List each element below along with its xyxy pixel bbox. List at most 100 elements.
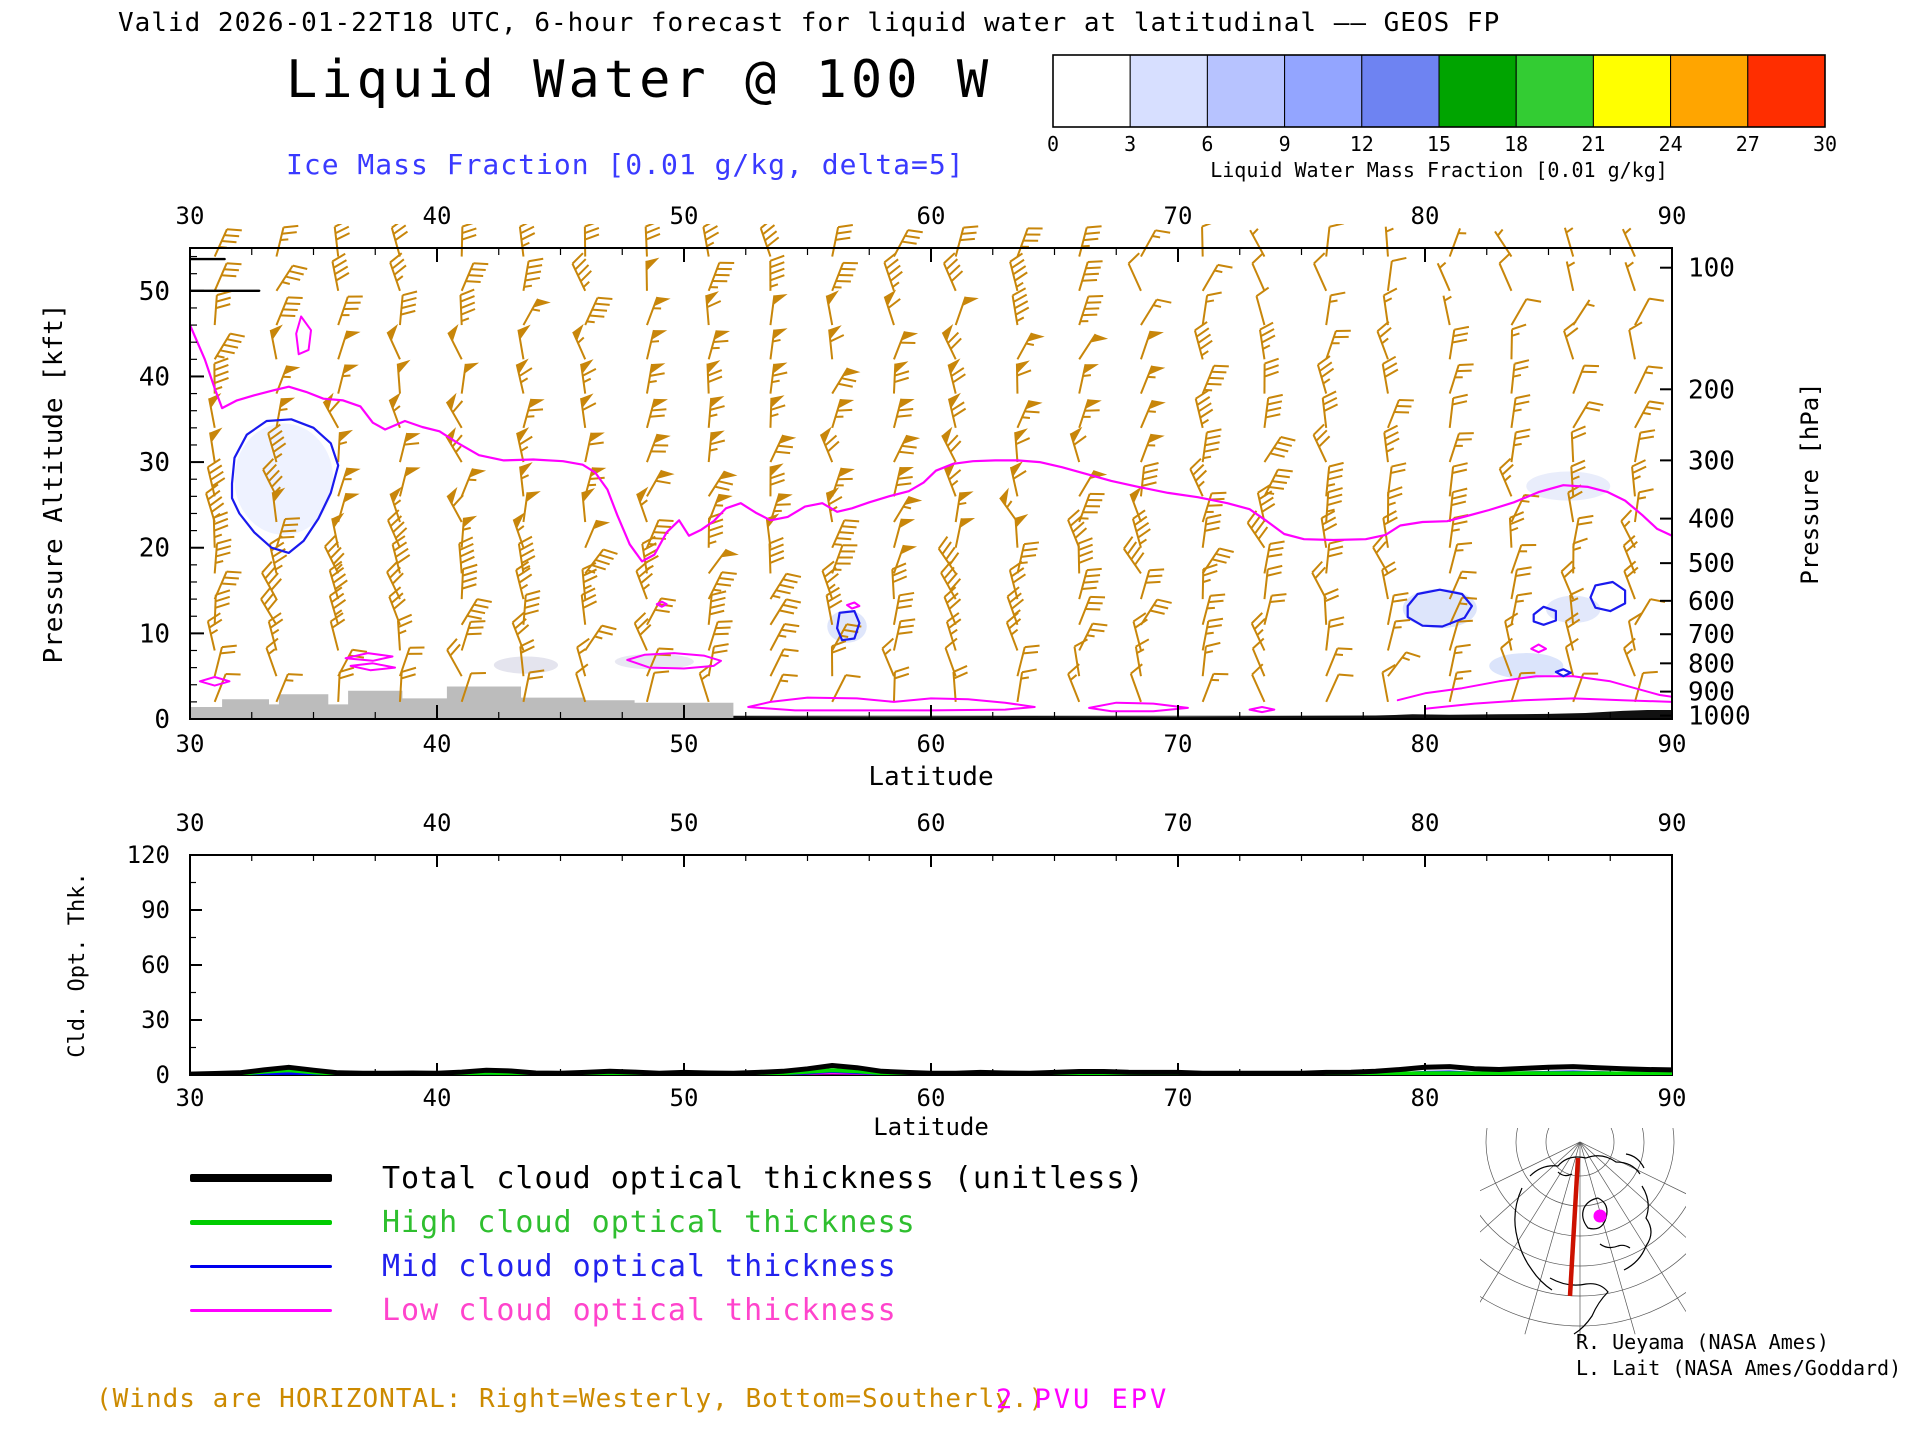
coastline xyxy=(1623,1185,1652,1271)
svg-text:30: 30 xyxy=(139,448,170,478)
svg-text:800: 800 xyxy=(1688,649,1735,679)
svg-text:60: 60 xyxy=(917,202,946,230)
svg-text:60: 60 xyxy=(917,730,946,758)
cloud-shading xyxy=(234,423,1611,679)
svg-text:9: 9 xyxy=(1279,132,1291,156)
coastline xyxy=(1549,1277,1609,1335)
svg-text:18: 18 xyxy=(1504,132,1528,156)
svg-text:30: 30 xyxy=(141,1006,170,1034)
legend: Total cloud optical thickness (unitless)… xyxy=(190,1156,1144,1332)
epv-contours xyxy=(190,315,1672,714)
svg-text:60: 60 xyxy=(917,1084,946,1112)
legend-item-total: Total cloud optical thickness (unitless) xyxy=(190,1156,1144,1200)
svg-text:6: 6 xyxy=(1201,132,1213,156)
svg-text:40: 40 xyxy=(423,730,452,758)
coastline xyxy=(1582,1197,1608,1230)
svg-text:0: 0 xyxy=(156,1061,170,1089)
svg-text:Latitude: Latitude xyxy=(873,1113,989,1141)
svg-text:70: 70 xyxy=(1164,809,1193,837)
svg-text:40: 40 xyxy=(423,1084,452,1112)
svg-text:Latitude: Latitude xyxy=(868,762,993,792)
svg-text:12: 12 xyxy=(1350,132,1374,156)
coastline xyxy=(1514,1187,1553,1291)
svg-text:30: 30 xyxy=(176,202,205,230)
svg-text:Cld. Opt. Thk.: Cld. Opt. Thk. xyxy=(65,872,90,1057)
svg-text:90: 90 xyxy=(1658,809,1687,837)
svg-text:90: 90 xyxy=(1658,1084,1687,1112)
svg-text:80: 80 xyxy=(1411,809,1440,837)
legend-item-high: High cloud optical thickness xyxy=(190,1200,1144,1244)
legend-swatch-total xyxy=(190,1174,332,1182)
svg-text:70: 70 xyxy=(1164,202,1193,230)
svg-text:0: 0 xyxy=(1047,132,1059,156)
svg-text:30: 30 xyxy=(176,730,205,758)
svg-text:50: 50 xyxy=(670,809,699,837)
wind-barbs xyxy=(205,224,1666,703)
svg-text:80: 80 xyxy=(1411,202,1440,230)
svg-text:21: 21 xyxy=(1581,132,1605,156)
svg-text:Liquid Water Mass Fraction [0.: Liquid Water Mass Fraction [0.01 g/kg] xyxy=(1210,158,1668,182)
svg-text:1000: 1000 xyxy=(1688,702,1751,732)
coastline xyxy=(1599,1243,1631,1249)
svg-text:500: 500 xyxy=(1688,549,1735,579)
svg-text:30: 30 xyxy=(176,809,205,837)
svg-text:24: 24 xyxy=(1659,132,1683,156)
credit-line-2: L. Lait (NASA Ames/Goddard) xyxy=(1576,1356,1902,1380)
valid-time-line: Valid 2026-01-22T18 UTC, 6-hour forecast… xyxy=(118,8,1501,38)
svg-text:20: 20 xyxy=(139,534,170,564)
cross-section-longitude-line xyxy=(1567,1157,1581,1297)
coastline xyxy=(1529,1155,1641,1177)
svg-text:60: 60 xyxy=(917,809,946,837)
svg-text:50: 50 xyxy=(670,730,699,758)
svg-text:100: 100 xyxy=(1688,254,1735,284)
optical-thickness-series xyxy=(190,1063,1672,1075)
svg-text:900: 900 xyxy=(1688,678,1735,708)
svg-text:15: 15 xyxy=(1427,132,1451,156)
locator-map xyxy=(1480,1128,1686,1340)
epv-note: 2 PVU EPV xyxy=(996,1384,1170,1415)
legend-label-high: High cloud optical thickness xyxy=(382,1204,916,1240)
ice-contours xyxy=(230,418,1627,678)
subtitle-ice-mass-fraction: Ice Mass Fraction [0.01 g/kg, delta=5] xyxy=(286,148,965,181)
svg-text:80: 80 xyxy=(1411,1084,1440,1112)
terrain xyxy=(190,686,1672,719)
colorbar: 0 3 6 9 12 15 18 21 24 27 30 Liquid Water Mass Frac… xyxy=(1047,54,1837,182)
page-title: Liquid Water @ 100 W xyxy=(286,50,993,110)
svg-text:80: 80 xyxy=(1411,730,1440,758)
legend-item-low: Low cloud optical thickness xyxy=(190,1288,1144,1332)
svg-text:50: 50 xyxy=(670,202,699,230)
svg-text:90: 90 xyxy=(141,896,170,924)
svg-text:Pressure Altitude [kft]: Pressure Altitude [kft] xyxy=(39,303,69,663)
main-axes: 3030404050506060707080809090010203040501… xyxy=(39,202,1824,792)
coastline xyxy=(1557,1171,1573,1177)
legend-swatch-mid xyxy=(190,1264,332,1268)
svg-text:40: 40 xyxy=(139,362,170,392)
svg-text:60: 60 xyxy=(141,951,170,979)
svg-text:27: 27 xyxy=(1736,132,1760,156)
svg-text:400: 400 xyxy=(1688,505,1735,535)
legend-label-low: Low cloud optical thickness xyxy=(382,1292,897,1328)
svg-text:700: 700 xyxy=(1688,620,1735,650)
location-dot xyxy=(1593,1209,1607,1223)
svg-text:Pressure [hPa]: Pressure [hPa] xyxy=(1796,382,1824,584)
svg-text:70: 70 xyxy=(1164,1084,1193,1112)
svg-text:90: 90 xyxy=(1658,730,1687,758)
credit-line-1: R. Ueyama (NASA Ames) xyxy=(1576,1330,1829,1354)
svg-text:50: 50 xyxy=(139,277,170,307)
svg-text:30: 30 xyxy=(176,1084,205,1112)
svg-text:3: 3 xyxy=(1124,132,1136,156)
legend-item-mid: Mid cloud optical thickness xyxy=(190,1244,1144,1288)
svg-text:10: 10 xyxy=(139,619,170,649)
legend-label-mid: Mid cloud optical thickness xyxy=(382,1248,897,1284)
legend-swatch-high xyxy=(190,1219,332,1225)
legend-swatch-low xyxy=(190,1308,332,1312)
legend-label-total: Total cloud optical thickness (unitless) xyxy=(382,1160,1145,1196)
optical-thickness-axes: 30304040505060607070808090900306090120La… xyxy=(65,809,1686,1141)
svg-text:0: 0 xyxy=(154,705,170,735)
svg-text:40: 40 xyxy=(423,202,452,230)
svg-text:50: 50 xyxy=(670,1084,699,1112)
svg-text:300: 300 xyxy=(1688,446,1735,476)
svg-text:30: 30 xyxy=(1813,132,1837,156)
